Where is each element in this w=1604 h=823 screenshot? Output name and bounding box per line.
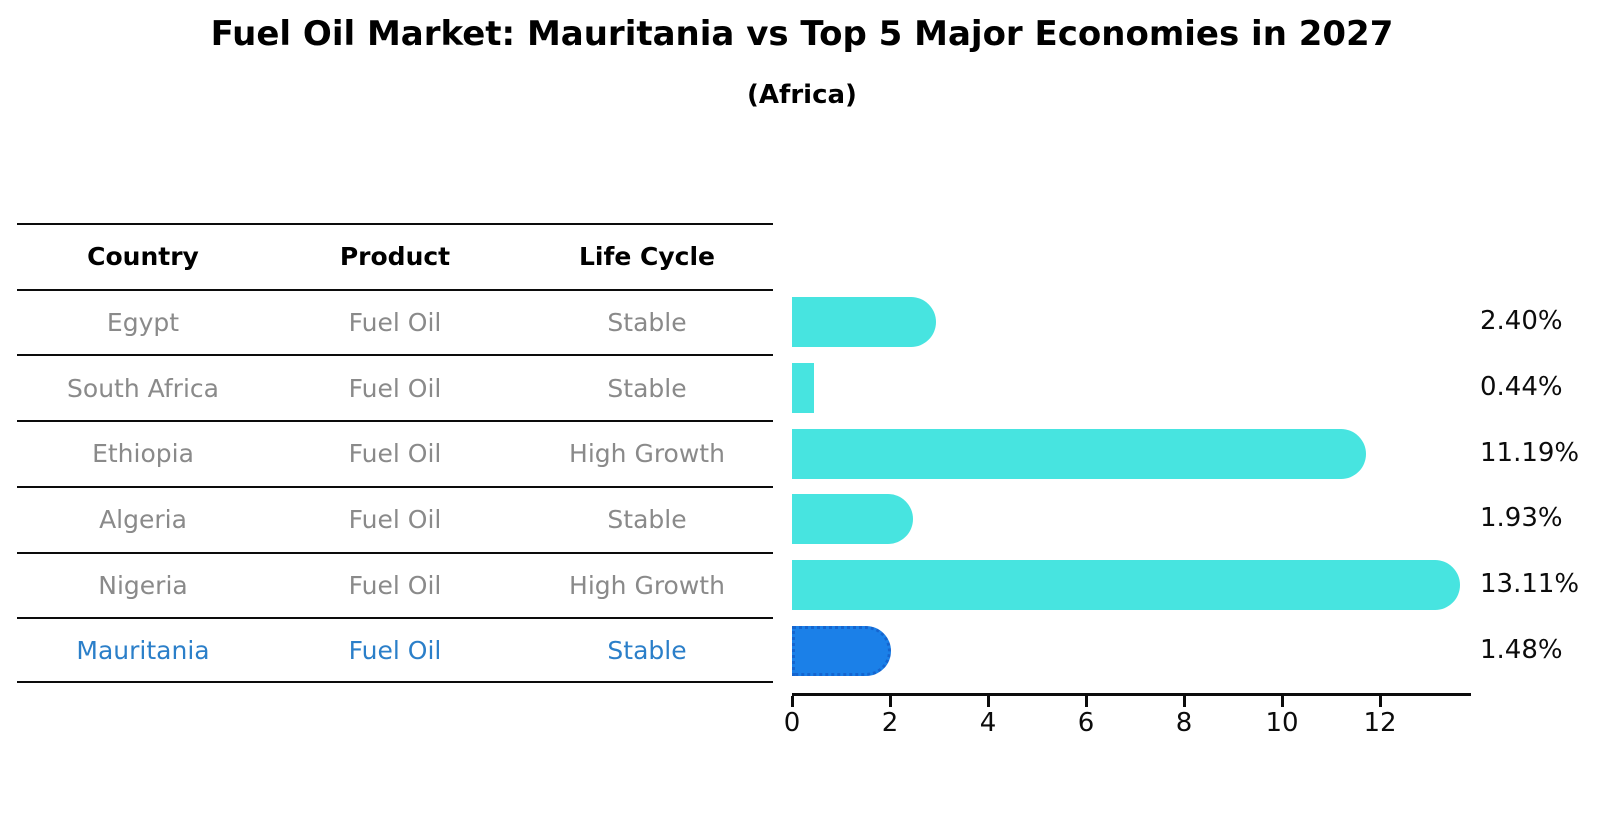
x-tick-mark [1085,696,1088,707]
value-label-nigeria: 13.11% [1480,569,1580,600]
table-header-row: Country Product Life Cycle [17,223,773,289]
cell-country: Egypt [106,308,180,338]
cell-life-cycle: Stable [607,308,687,338]
column-header-product: Product [339,242,451,272]
cell-life-cycle: High Growth [569,439,725,469]
cell-product: Fuel Oil [348,505,442,535]
cell-country: Mauritania [76,635,210,665]
x-tick-label: 12 [1363,708,1397,738]
x-tick-mark [987,696,990,707]
x-axis-line [792,693,1471,696]
bar-mauritania [792,625,891,676]
column-header-life-cycle: Life Cycle [578,242,716,272]
cell-country: Nigeria [98,570,188,600]
cell-product: Fuel Oil [348,308,442,338]
cell-product: Fuel Oil [348,439,442,469]
bar-ethiopia [792,428,1367,479]
column-header-country: Country [87,242,199,272]
cell-life-cycle: Stable [607,505,687,535]
table-row-mauritania: Mauritania Fuel Oil Stable [17,617,773,683]
table-row-nigeria: Nigeria Fuel Oil High Growth [17,551,773,618]
value-label-ethiopia: 11.19% [1480,437,1580,468]
cell-life-cycle: Stable [607,635,687,665]
table-row-ethiopia: Ethiopia Fuel Oil High Growth [17,420,773,486]
x-tick-label: 2 [881,708,899,738]
cell-life-cycle: High Growth [569,570,725,600]
x-tick-label: 8 [1175,708,1193,738]
x-tick-mark [889,696,892,707]
bar-nigeria [792,560,1461,611]
cell-life-cycle: Stable [607,373,687,403]
cell-country: South Africa [67,373,219,403]
table-row-south-africa: South Africa Fuel Oil Stable [17,354,773,420]
x-tick-label: 6 [1077,708,1095,738]
country-table: Country Product Life Cycle Egypt Fuel Oi… [17,223,773,683]
value-label-algeria: 1.93% [1480,503,1563,534]
table-row-egypt: Egypt Fuel Oil Stable [17,288,773,355]
table-row-algeria: Algeria Fuel Oil Stable [17,485,773,552]
value-label-egypt: 2.40% [1480,306,1563,337]
x-tick-label: 10 [1265,708,1299,738]
bar-algeria [792,494,913,545]
x-tick-mark [1183,696,1186,707]
chart-title: Fuel Oil Market: Mauritania vs Top 5 Maj… [210,14,1394,54]
cell-product: Fuel Oil [348,570,442,600]
bar-south-africa [792,363,814,413]
value-label-south-africa: 0.44% [1480,372,1563,402]
cell-product: Fuel Oil [348,373,442,403]
x-tick-mark [1379,696,1382,707]
cell-country: Algeria [99,505,187,535]
chart-subtitle: (Africa) [747,80,857,110]
x-tick-label: 0 [783,708,801,738]
x-tick-mark [1281,696,1284,707]
value-label-mauritania: 1.48% [1480,634,1563,665]
cell-product: Fuel Oil [348,635,442,665]
x-tick-label: 4 [979,708,997,738]
bar-egypt [792,297,936,348]
x-tick-mark [791,696,794,707]
cell-country: Ethiopia [92,439,194,469]
